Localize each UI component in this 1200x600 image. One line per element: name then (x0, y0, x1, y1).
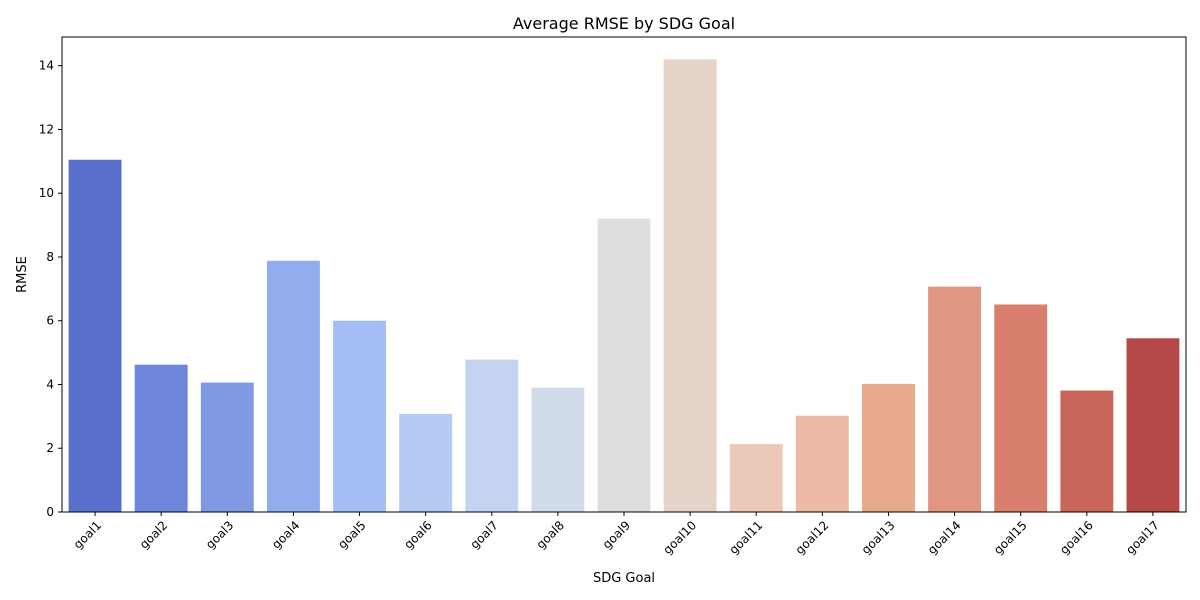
bar-goal6 (399, 413, 453, 512)
x-tick-label: goal5 (335, 518, 368, 551)
bar-goal3 (200, 382, 254, 512)
x-tick-label: goal12 (793, 518, 832, 557)
y-tick-label: 2 (46, 441, 54, 455)
bars-group (68, 59, 1180, 513)
bar-goal1 (68, 159, 122, 512)
x-tick-label: goal7 (467, 518, 500, 551)
bar-goal11 (729, 444, 783, 512)
x-tick-label: goal3 (203, 518, 236, 551)
bar-goal15 (994, 304, 1048, 512)
bar-goal8 (531, 387, 585, 512)
x-tick-label: goal15 (991, 518, 1030, 557)
y-tick-label: 14 (39, 59, 54, 73)
bar-goal5 (333, 320, 386, 512)
bar-goal16 (1060, 390, 1114, 512)
x-axis-title: SDG Goal (593, 571, 655, 586)
y-tick-label: 4 (46, 377, 54, 391)
bar-goal4 (266, 260, 320, 512)
bar-goal14 (928, 286, 982, 512)
x-tick-label: goal1 (71, 518, 104, 551)
x-tick-label: goal6 (401, 518, 434, 551)
bar-goal10 (663, 59, 717, 513)
bar-goal17 (1126, 338, 1180, 512)
x-tick-label: goal4 (269, 518, 302, 551)
y-tick-label: 0 (46, 505, 54, 519)
y-tick-label: 6 (46, 314, 54, 328)
bar-goal2 (134, 364, 188, 512)
bar-goal9 (597, 218, 651, 512)
plot-frame (61, 36, 1187, 513)
x-tick-label: goal9 (600, 518, 633, 551)
x-axis-ticks: goal1 goal2 goal3 goal4 goal5 goal6 goal7 goal8… (71, 512, 1162, 557)
bar-goal7 (465, 359, 519, 512)
x-tick-label: goal2 (137, 518, 170, 551)
bar-goal13 (862, 383, 915, 512)
chart-title: Average RMSE by SDG Goal (513, 14, 735, 33)
x-tick-label: goal17 (1123, 518, 1162, 557)
y-tick-label: 10 (39, 186, 54, 200)
y-tick-label: 8 (46, 250, 54, 264)
x-tick-label: goal13 (859, 518, 898, 557)
y-tick-label: 12 (39, 122, 54, 136)
x-tick-label: goal14 (925, 518, 964, 557)
x-tick-label: goal16 (1057, 518, 1096, 557)
x-tick-label: goal10 (660, 518, 699, 557)
y-axis-title: RMSE (15, 256, 30, 293)
x-tick-label: goal11 (727, 518, 766, 557)
y-axis-ticks: 0 2 4 6 8 10 12 14 (39, 59, 62, 519)
bar-goal12 (795, 415, 849, 512)
x-tick-label: goal8 (534, 518, 567, 551)
